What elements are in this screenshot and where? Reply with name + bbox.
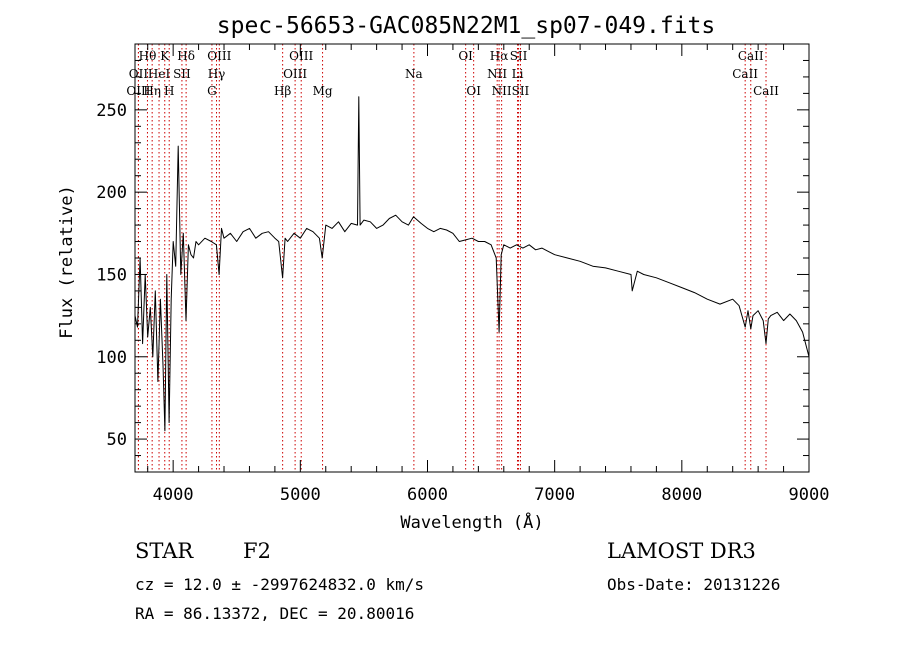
line-label-16: Na <box>405 67 423 81</box>
line-label-3: HeI <box>148 67 171 81</box>
object-class: STAR <box>135 539 194 563</box>
x-axis-label: Wavelength (Å) <box>400 511 543 533</box>
line-label-8: Hδ <box>177 49 195 63</box>
x-tick-label-3: 7000 <box>534 485 575 505</box>
line-label-25: CaII <box>738 49 764 63</box>
line-label-12: OIII <box>289 49 313 63</box>
line-label-10: Hγ <box>208 67 226 81</box>
line-label-19: Hα <box>490 49 509 63</box>
observation-date: Obs-Date: 20131226 <box>607 575 781 594</box>
line-label-22: Li <box>512 67 524 81</box>
coordinates: RA = 86.13372, DEC = 20.80016 <box>135 604 415 623</box>
y-tick-label-2: 150 <box>96 265 127 285</box>
line-label-24: SII <box>512 84 530 98</box>
y-axis-ticks: 50 100 150 200 250 <box>96 59 809 457</box>
line-label-14: Hβ <box>274 84 291 98</box>
x-tick-label-5: 9000 <box>789 485 830 505</box>
chart-title: spec-56653-GAC085N22M1_sp07-049.fits <box>217 13 716 39</box>
line-label-6: SII <box>173 67 191 81</box>
line-label-5: K <box>160 49 170 63</box>
line-label-4: Hη <box>143 84 161 98</box>
line-label-9: OIII <box>207 49 231 63</box>
y-tick-label-1: 100 <box>96 348 127 368</box>
line-label-23: NII <box>492 84 512 98</box>
line-label-18: OI <box>466 84 481 98</box>
y-tick-label-0: 50 <box>107 430 127 450</box>
spectrum-series <box>134 96 810 432</box>
subclass: F2 <box>243 539 271 563</box>
line-label-26: CaII <box>732 67 758 81</box>
redshift-cz: cz = 12.0 ± -2997624832.0 km/s <box>135 575 424 594</box>
line-label-17: OI <box>458 49 473 63</box>
line-label-21: NII <box>487 67 507 81</box>
line-label-1: OII <box>129 67 149 81</box>
y-tick-label-3: 200 <box>96 183 127 203</box>
line-label-20: SII <box>510 49 528 63</box>
x-tick-label-0: 4000 <box>153 485 194 505</box>
line-label-0: Hθ <box>139 49 157 63</box>
line-label-13: OIII <box>283 67 307 81</box>
line-label-11: G <box>207 84 217 98</box>
y-axis-label: Flux (relative) <box>57 185 77 339</box>
y-tick-label-4: 250 <box>96 101 127 121</box>
plot-frame <box>134 43 810 473</box>
line-label-7: H <box>164 84 174 98</box>
spectrum-line <box>134 96 810 432</box>
x-tick-label-1: 5000 <box>280 485 321 505</box>
line-label-27: CaII <box>753 84 779 98</box>
x-tick-label-2: 6000 <box>407 485 448 505</box>
line-label-15: Mg <box>313 84 333 98</box>
line-label-2: OIII <box>126 84 150 98</box>
x-tick-label-4: 8000 <box>661 485 702 505</box>
survey-name: LAMOST DR3 <box>607 539 756 563</box>
x-axis-ticks: 4000 5000 6000 7000 8000 9000 <box>147 44 830 505</box>
